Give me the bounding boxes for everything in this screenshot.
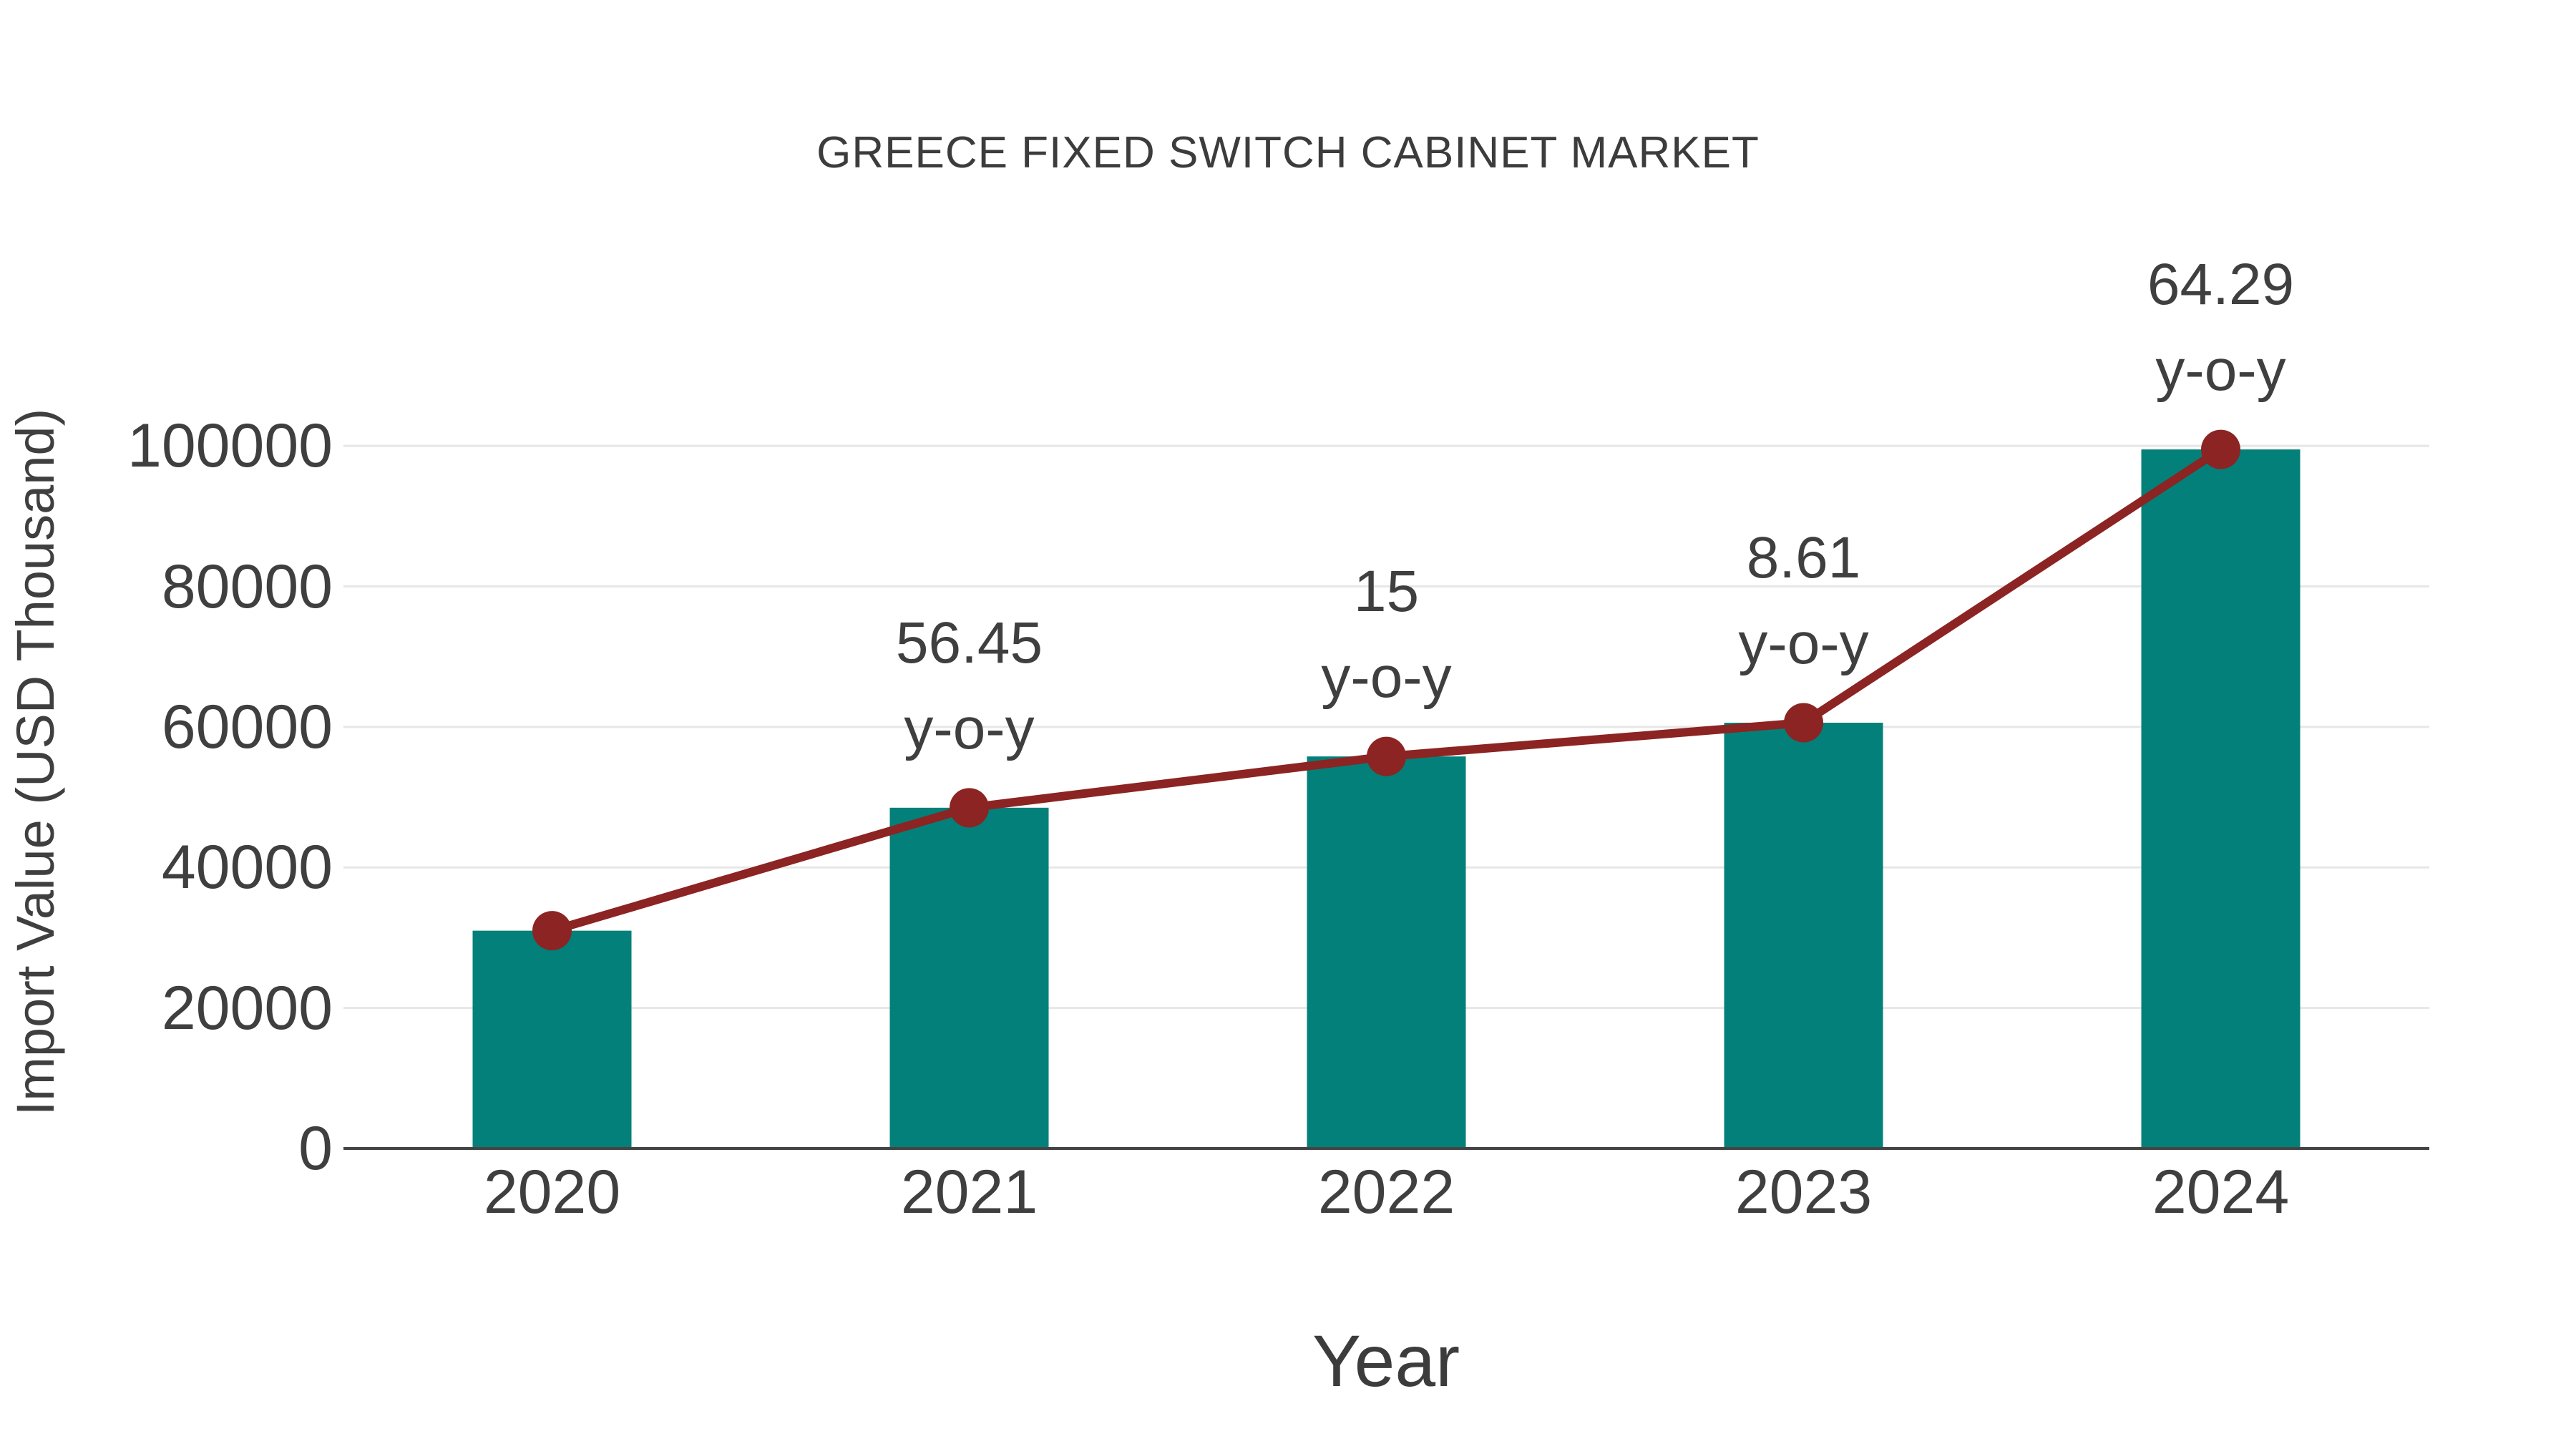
y-tick-label-0: 0 <box>298 1114 333 1183</box>
point-label-suffix-2024: y-o-y <box>2155 338 2286 404</box>
marker-2022 <box>1367 736 1406 776</box>
point-label-value-2021: 56.45 <box>895 610 1043 675</box>
y-tick-label-60000: 60000 <box>161 692 333 761</box>
bar-2021 <box>889 807 1049 1148</box>
bar-2022 <box>1307 756 1466 1148</box>
marker-2024 <box>2201 429 2240 469</box>
bar-2024 <box>2141 449 2301 1148</box>
y-tick-label-100000: 100000 <box>127 411 333 481</box>
x-tick-label-2023: 2023 <box>1735 1158 1873 1226</box>
y-tick-label-20000: 20000 <box>161 973 333 1043</box>
point-label-suffix-2022: y-o-y <box>1321 645 1452 711</box>
x-tick-label-2024: 2024 <box>2152 1158 2290 1226</box>
point-label-value-2023: 8.61 <box>1746 525 1861 591</box>
point-label-suffix-2023: y-o-y <box>1738 611 1869 677</box>
x-axis-title: Year <box>1312 1320 1460 1402</box>
bar-2023 <box>1724 723 1883 1148</box>
y-tick-label-80000: 80000 <box>161 552 333 621</box>
x-tick-label-2022: 2022 <box>1317 1158 1455 1226</box>
bar-2020 <box>472 930 632 1148</box>
x-tick-label-2020: 2020 <box>483 1158 621 1226</box>
y-tick-label-40000: 40000 <box>161 833 333 902</box>
marker-2023 <box>1784 703 1823 743</box>
marker-2021 <box>950 788 989 828</box>
point-label-suffix-2021: y-o-y <box>904 696 1035 761</box>
x-tick-label-2021: 2021 <box>900 1158 1038 1226</box>
marker-2020 <box>532 911 572 951</box>
chart-title: GREECE FIXED SWITCH CABINET MARKET <box>816 128 1760 177</box>
point-label-value-2024: 64.29 <box>2147 252 2295 318</box>
point-label-value-2022: 15 <box>1353 559 1420 625</box>
